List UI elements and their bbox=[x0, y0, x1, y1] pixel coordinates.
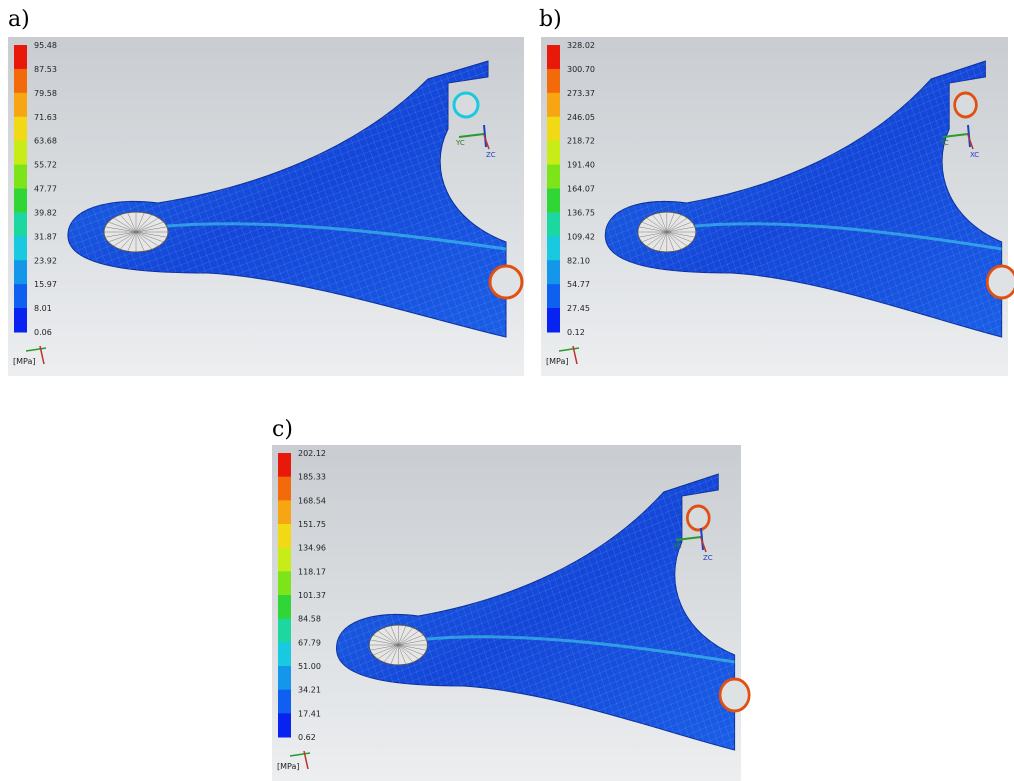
legend-value: 118.17 bbox=[298, 567, 326, 576]
legend-value: 191.40 bbox=[567, 161, 595, 170]
legend-swatch bbox=[278, 453, 291, 477]
legend-value: 87.53 bbox=[34, 65, 57, 74]
legend-swatch bbox=[547, 189, 560, 213]
legend-swatch bbox=[14, 308, 27, 332]
legend-value: 54.77 bbox=[567, 280, 590, 289]
legend-value: 134.96 bbox=[298, 544, 326, 553]
legend-swatch bbox=[278, 595, 291, 619]
panel-label: c) bbox=[272, 417, 293, 442]
legend-value: 15.97 bbox=[34, 280, 57, 289]
legend-value: 151.75 bbox=[298, 520, 326, 529]
figure: a) 95.48 87.53 79.58 71.63 63.68 55.72 47.77 39.… bbox=[0, 0, 1014, 781]
legend-swatch bbox=[14, 212, 27, 236]
legend-swatch bbox=[278, 477, 291, 501]
legend-value: 0.12 bbox=[567, 328, 585, 337]
legend-swatch bbox=[14, 236, 27, 260]
legend-swatch bbox=[547, 165, 560, 189]
legend-value: 185.33 bbox=[298, 473, 326, 482]
legend-value: 0.62 bbox=[298, 733, 316, 742]
legend-swatch bbox=[547, 308, 560, 332]
legend-value: 67.79 bbox=[298, 638, 321, 647]
legend-value: 39.82 bbox=[34, 208, 57, 217]
legend-swatch bbox=[547, 117, 560, 141]
legend-value: 218.72 bbox=[567, 137, 595, 146]
panel-label: b) bbox=[539, 7, 562, 32]
legend-value: 168.54 bbox=[298, 496, 326, 505]
legend-value: 82.10 bbox=[567, 256, 590, 265]
notch bbox=[720, 679, 749, 711]
panel-label: a) bbox=[8, 7, 30, 32]
legend-value: 109.42 bbox=[567, 232, 595, 241]
legend-swatch bbox=[14, 165, 27, 189]
unit: [MPa] bbox=[277, 762, 300, 771]
legend-value: 63.68 bbox=[34, 137, 57, 146]
legend-swatch bbox=[278, 524, 291, 548]
legend-swatch bbox=[547, 212, 560, 236]
legend-swatch bbox=[278, 571, 291, 595]
legend-value: 79.58 bbox=[34, 89, 57, 98]
legend-value: 101.37 bbox=[298, 591, 326, 600]
legend-value: 47.77 bbox=[34, 185, 57, 194]
legend-swatch bbox=[547, 284, 560, 308]
unit: [MPa] bbox=[13, 357, 36, 366]
legend-swatch bbox=[278, 713, 291, 737]
legend-value: 246.05 bbox=[567, 113, 595, 122]
notch bbox=[454, 93, 478, 117]
legend-value: 164.07 bbox=[567, 185, 595, 194]
legend-swatch bbox=[14, 260, 27, 284]
panel: 95.48 87.53 79.58 71.63 63.68 55.72 47.77 39.82… bbox=[8, 37, 524, 376]
notch bbox=[987, 266, 1014, 298]
legend-value: 34.21 bbox=[298, 686, 321, 695]
legend-swatch bbox=[14, 69, 27, 93]
legend-value: 51.00 bbox=[298, 662, 321, 671]
legend-swatch bbox=[14, 284, 27, 308]
legend-swatch bbox=[278, 548, 291, 572]
legend-swatch bbox=[14, 93, 27, 117]
legend-swatch bbox=[278, 500, 291, 524]
triad-label: YC bbox=[672, 542, 682, 550]
triad-label: YC bbox=[455, 139, 465, 147]
legend-swatch bbox=[547, 93, 560, 117]
triad-label: ZC bbox=[703, 554, 713, 562]
legend-value: 328.02 bbox=[567, 41, 595, 50]
unit: [MPa] bbox=[546, 357, 569, 366]
legend-swatch bbox=[278, 619, 291, 643]
triad-label: ZC bbox=[486, 151, 496, 159]
legend-value: 55.72 bbox=[34, 161, 57, 170]
panel: 328.02 300.70 273.37 246.05 218.72 191.40 164.… bbox=[541, 37, 1014, 376]
notch bbox=[490, 266, 522, 298]
legend-value: 95.48 bbox=[34, 41, 57, 50]
legend-value: 71.63 bbox=[34, 113, 57, 122]
legend-value: 300.70 bbox=[567, 65, 595, 74]
legend-swatch bbox=[14, 45, 27, 69]
legend-swatch bbox=[14, 141, 27, 165]
notch bbox=[955, 93, 977, 117]
legend-swatch bbox=[14, 117, 27, 141]
legend-swatch bbox=[278, 642, 291, 666]
legend-value: 17.41 bbox=[298, 709, 321, 718]
triad-label: XC bbox=[970, 151, 979, 159]
legend-swatch bbox=[547, 69, 560, 93]
legend-value: 136.75 bbox=[567, 208, 595, 217]
notch bbox=[687, 506, 709, 530]
legend-swatch bbox=[547, 141, 560, 165]
legend-swatch bbox=[14, 189, 27, 213]
legend-swatch bbox=[278, 666, 291, 690]
triad-label: YC bbox=[939, 139, 949, 147]
panel: 202.12 185.33 168.54 151.75 134.96 118.17 101.… bbox=[272, 445, 749, 781]
legend-value: 31.87 bbox=[34, 232, 57, 241]
legend-value: 0.06 bbox=[34, 328, 52, 337]
legend-value: 23.92 bbox=[34, 256, 57, 265]
legend-value: 202.12 bbox=[298, 449, 326, 458]
legend-value: 273.37 bbox=[567, 89, 595, 98]
legend-swatch bbox=[547, 45, 560, 69]
legend-swatch bbox=[547, 260, 560, 284]
legend-swatch bbox=[278, 690, 291, 714]
legend-swatch bbox=[547, 236, 560, 260]
legend-value: 84.58 bbox=[298, 615, 321, 624]
legend-value: 8.01 bbox=[34, 304, 52, 313]
legend-value: 27.45 bbox=[567, 304, 590, 313]
